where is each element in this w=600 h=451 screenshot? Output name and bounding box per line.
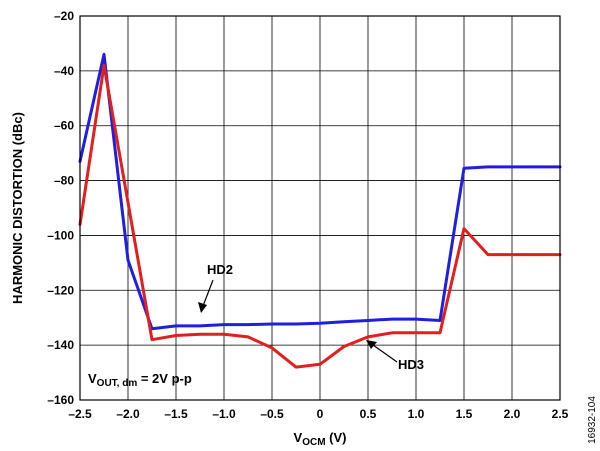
hd3-annotation: HD3 (366, 340, 424, 372)
figure-id: 16932-104 (587, 396, 598, 444)
x-tick-label: –2.5 (68, 407, 92, 421)
y-axis-title: HARMONIC DISTORTION (dBc) (10, 112, 25, 304)
x-tick-label: 0 (317, 407, 324, 421)
y-tick-label: –80 (54, 174, 74, 188)
x-tick-label: –1.5 (164, 407, 188, 421)
y-tick-label: –60 (54, 119, 74, 133)
x-tick-label: 0.5 (360, 407, 377, 421)
grid-lines (79, 15, 561, 401)
y-tick-label: –100 (47, 228, 74, 242)
x-tick-labels: –2.5 –2.0 –1.5 –1.0 –0.5 0 0.5 1.0 1.5 2.0 2.5 (68, 407, 568, 421)
hd2-label: HD2 (207, 262, 233, 277)
y-tick-label: –20 (54, 9, 74, 23)
x-tick-label: 1.0 (408, 407, 425, 421)
series-line-hd3 (78, 63, 562, 369)
x-tick-label: 2.5 (552, 407, 569, 421)
condition-label: VOUT, dm = 2V p-p (88, 371, 192, 389)
series-line-hd2 (78, 52, 562, 331)
y-tick-label: –160 (47, 393, 74, 407)
series-lines (78, 52, 562, 369)
x-tick-label: –0.5 (260, 407, 284, 421)
x-tick-label: –2.0 (116, 407, 140, 421)
y-tick-label: –140 (47, 338, 74, 352)
y-tick-label: –40 (54, 64, 74, 78)
plot-frame (79, 15, 561, 401)
x-tick-label: 2.0 (504, 407, 521, 421)
x-axis-title: VOCM (V) (294, 430, 347, 448)
x-tick-label: 1.5 (456, 407, 473, 421)
y-tick-labels: –20 –40 –60 –80 –100 –120 –140 –160 (47, 9, 74, 407)
x-tick-label: –1.0 (212, 407, 236, 421)
hd2-arrow-head (198, 302, 207, 313)
hd3-label: HD3 (398, 357, 424, 372)
hd2-arrow-line (202, 279, 214, 307)
hd3-arrow-head (366, 340, 377, 349)
hd3-arrow-line (372, 344, 398, 363)
hd2-annotation: HD2 (198, 262, 233, 313)
y-tick-label: –120 (47, 283, 74, 297)
